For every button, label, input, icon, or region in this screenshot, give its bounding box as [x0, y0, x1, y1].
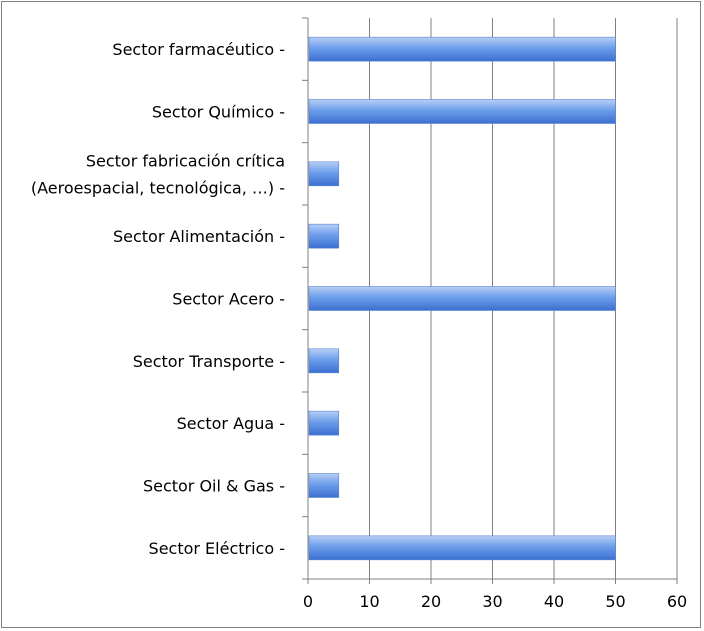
category-label-3: Sector Alimentación -	[113, 227, 285, 246]
bar-8	[308, 535, 616, 561]
x-tick-label-40: 40	[544, 592, 564, 611]
x-tick-label-60: 60	[667, 592, 687, 611]
category-label-6: Sector Agua -	[177, 414, 285, 433]
x-tick-label-10: 10	[359, 592, 379, 611]
bar-6	[308, 410, 340, 436]
bar-2	[308, 161, 340, 187]
category-label-4: Sector Acero -	[172, 290, 285, 309]
x-tick-label-0: 0	[303, 592, 313, 611]
bar-4	[308, 286, 616, 311]
category-label-5: Sector Transporte -	[133, 352, 285, 371]
bar-5	[308, 348, 340, 374]
bar-7	[308, 473, 340, 498]
bar-3	[308, 223, 340, 249]
category-label-2-line-0: Sector fabricación crítica	[86, 151, 285, 170]
category-label-8: Sector Eléctrico -	[149, 539, 285, 558]
category-label-0: Sector farmacéutico -	[112, 40, 285, 59]
bar-0	[308, 36, 616, 62]
bar-1	[308, 99, 616, 124]
x-tick-label-50: 50	[605, 592, 625, 611]
category-label-1: Sector Químico -	[152, 103, 285, 122]
x-tick-label-30: 30	[482, 592, 502, 611]
x-tick-label-20: 20	[421, 592, 441, 611]
category-label-2-line-1: (Aeroespacial, tecnológica, …) -	[31, 178, 285, 197]
category-label-7: Sector Oil & Gas -	[143, 477, 285, 496]
